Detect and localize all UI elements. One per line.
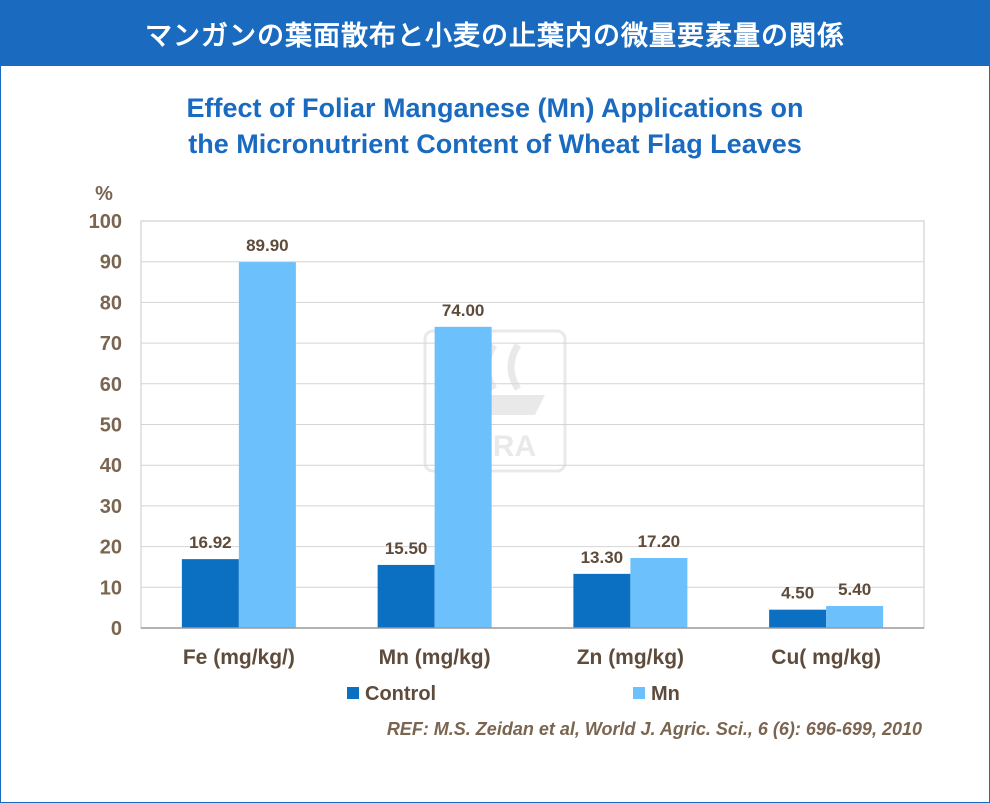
- data-label: 4.50: [781, 584, 814, 603]
- bar-mn: [434, 326, 492, 628]
- y-tick-label: 10: [100, 577, 122, 599]
- legend-label-control: Control: [365, 683, 436, 705]
- y-axis-label: %: [95, 183, 113, 205]
- bar-control: [769, 609, 827, 628]
- x-tick-label: Mn (mg/kg): [379, 646, 491, 669]
- chart-title-line-1: Effect of Foliar Manganese (Mn) Applicat…: [186, 93, 804, 123]
- chart-title: Effect of Foliar Manganese (Mn) Applicat…: [0, 90, 990, 162]
- y-tick-label: 50: [100, 415, 122, 437]
- bar-mn: [630, 557, 688, 628]
- y-tick-label: 90: [100, 252, 122, 274]
- data-label: 17.20: [638, 532, 681, 551]
- data-label: 15.50: [385, 539, 428, 558]
- x-tick-label: Zn (mg/kg): [577, 646, 684, 669]
- y-tick-label: 40: [100, 455, 122, 477]
- chart-title-line-2: the Micronutrient Content of Wheat Flag …: [188, 129, 802, 159]
- bar-control: [181, 559, 239, 628]
- bar-mn: [238, 262, 296, 628]
- y-tick-label: 100: [89, 211, 122, 233]
- data-label: 13.30: [581, 548, 624, 567]
- bar-control: [573, 573, 631, 628]
- data-label: 5.40: [838, 580, 871, 599]
- reference-text: REF: M.S. Zeidan et al, World J. Agric. …: [386, 719, 922, 739]
- y-tick-label: 20: [100, 537, 122, 559]
- y-tick-label: 60: [100, 374, 122, 396]
- x-tick-label: Cu( mg/kg): [771, 646, 881, 669]
- y-tick-label: 80: [100, 292, 122, 314]
- banner-title: マンガンの葉面散布と小麦の止葉内の微量要素量の関係: [0, 0, 990, 66]
- legend-swatch-mn: [633, 687, 645, 699]
- x-tick-label: Fe (mg/kg/): [183, 646, 295, 669]
- legend-label-mn: Mn: [651, 683, 680, 705]
- data-label: 16.92: [189, 533, 232, 552]
- y-tick-label: 70: [100, 333, 122, 355]
- data-label: 74.00: [442, 301, 485, 320]
- legend-swatch-control: [347, 687, 359, 699]
- data-label: 89.90: [246, 236, 289, 255]
- y-tick-label: 0: [111, 618, 122, 640]
- y-tick-label: 30: [100, 496, 122, 518]
- bar-mn: [826, 606, 884, 628]
- bar-control: [377, 564, 435, 628]
